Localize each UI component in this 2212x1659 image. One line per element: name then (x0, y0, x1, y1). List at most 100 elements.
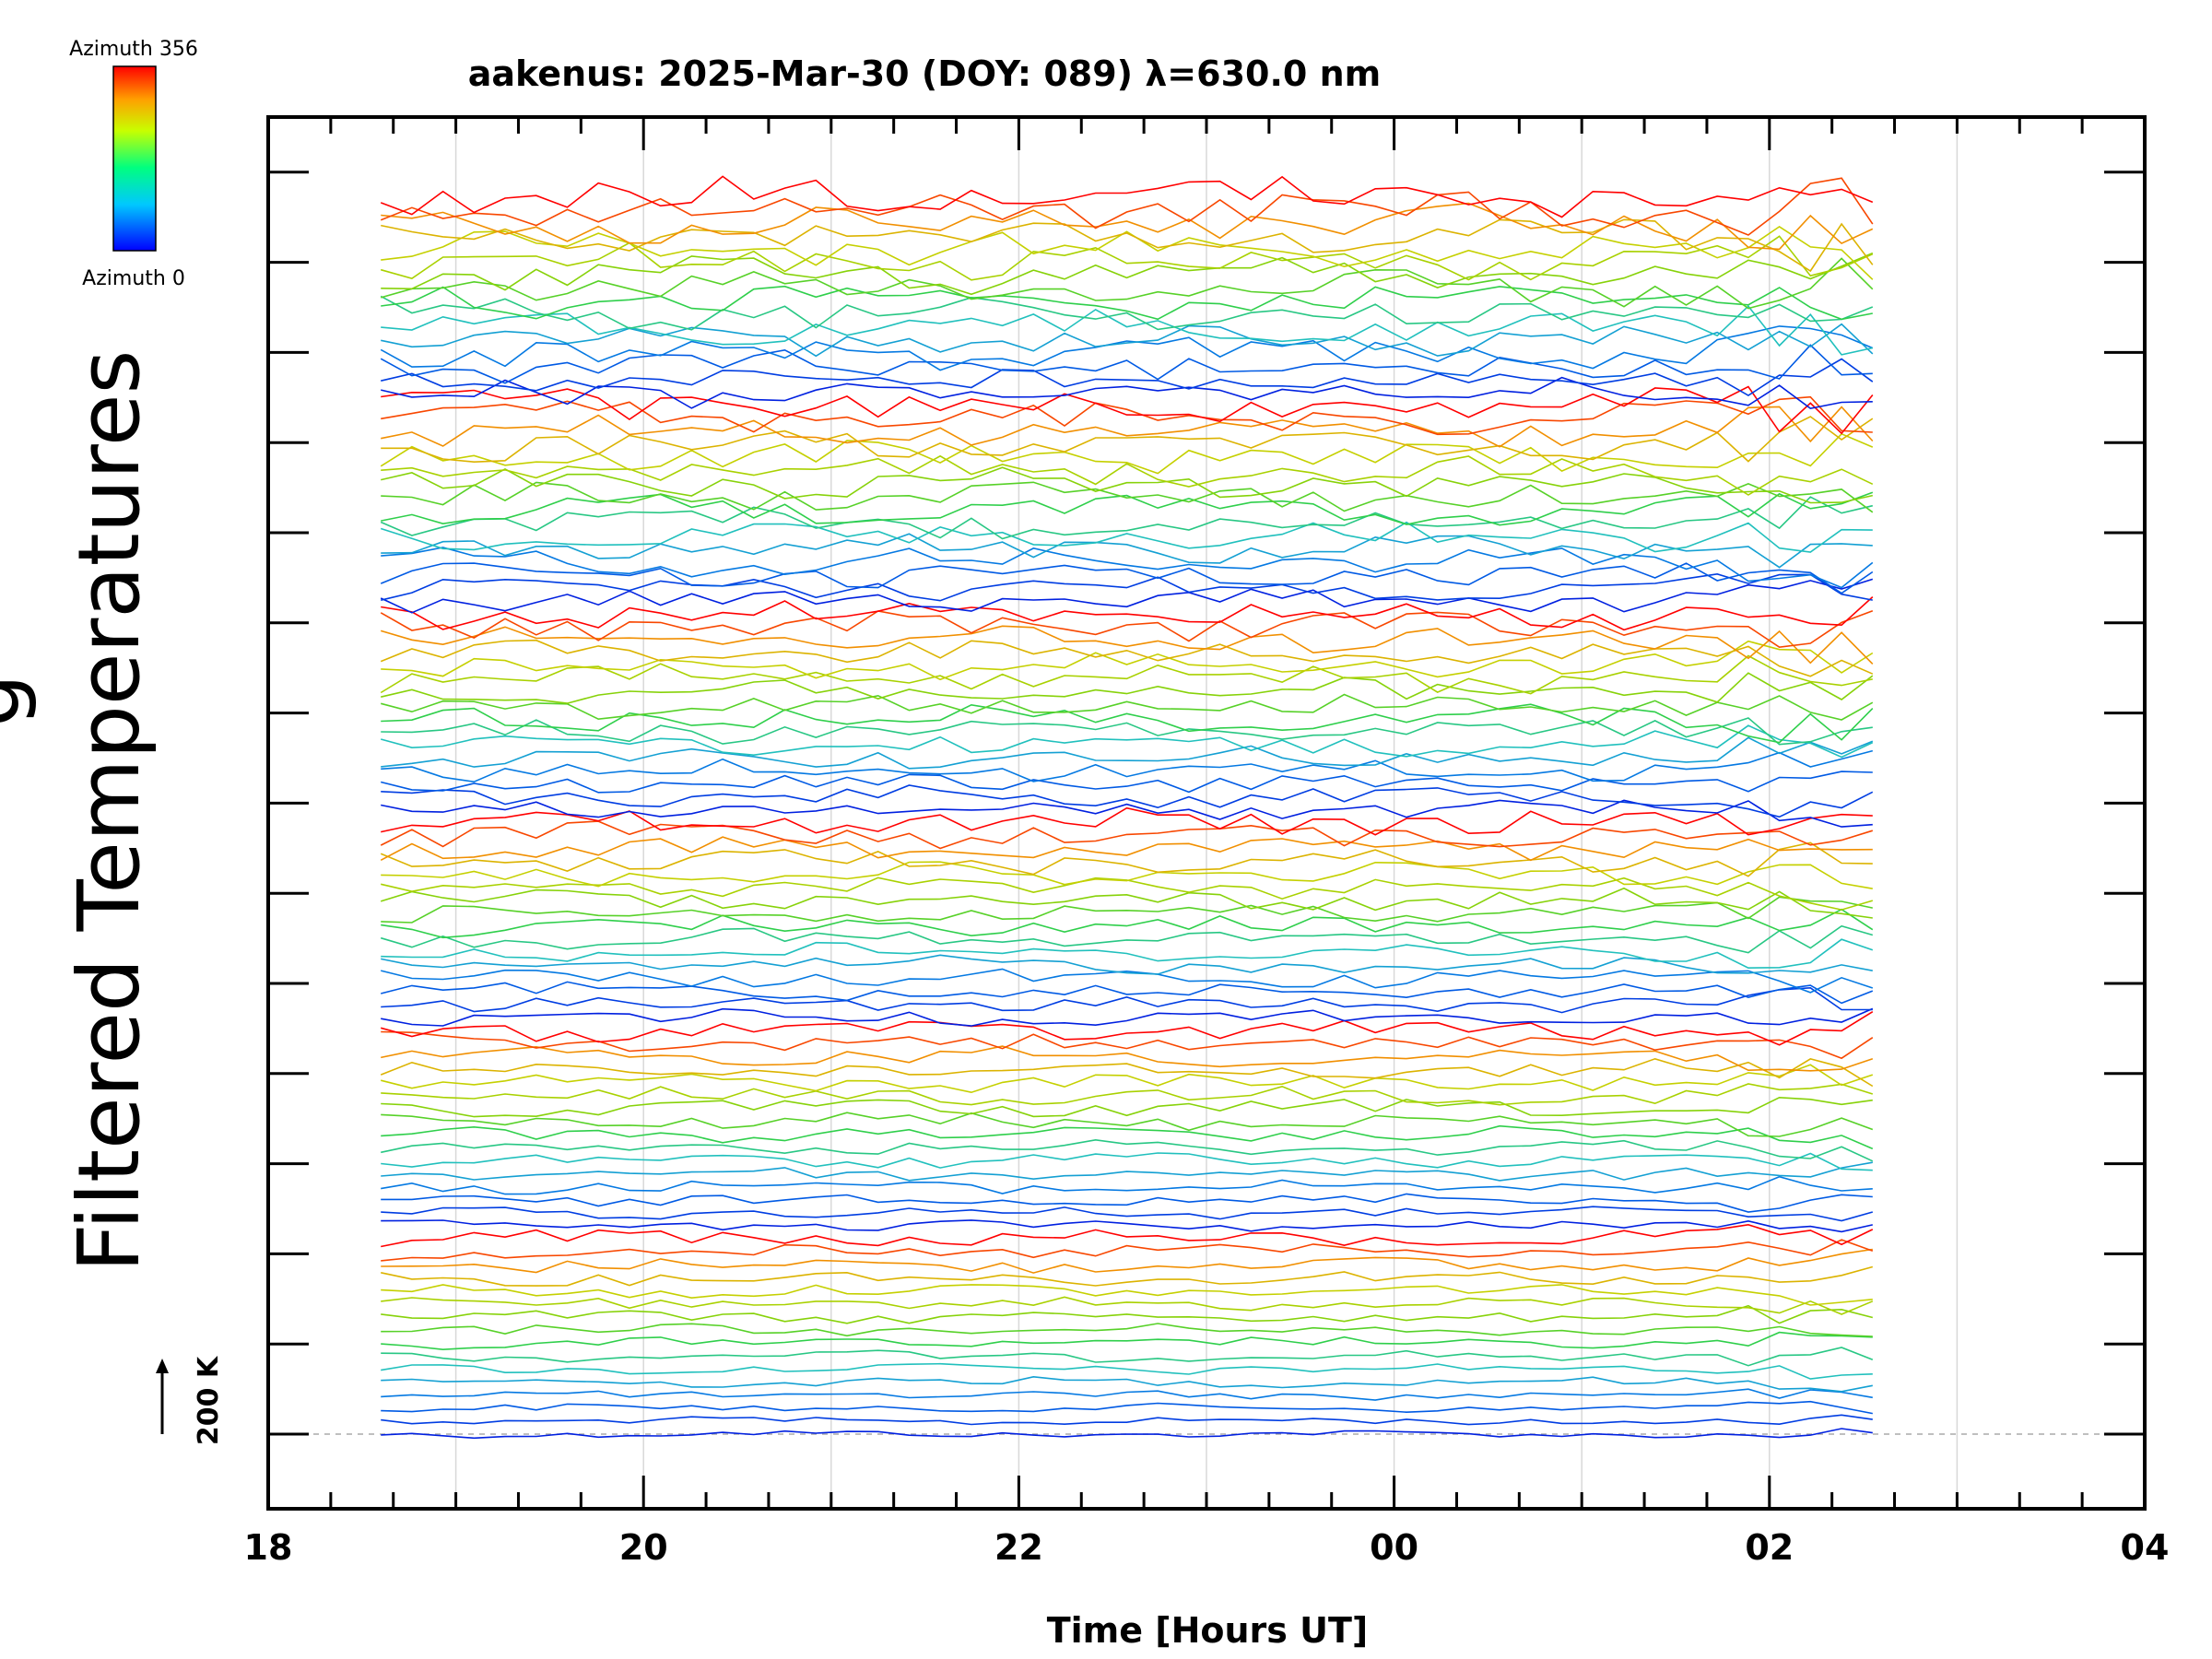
trace-line (381, 1400, 1873, 1415)
trace-line (381, 1388, 1873, 1401)
scale-bar-label: 200 K (193, 1355, 225, 1445)
trace-line (381, 1152, 1873, 1171)
x-ticks (266, 117, 2147, 1509)
trace-line (381, 968, 1874, 994)
trace-line (380, 175, 1874, 218)
trace-line (380, 562, 1874, 594)
trace-line (381, 358, 1874, 397)
trace-line (380, 177, 1874, 236)
trace-line (381, 481, 1874, 513)
trace-line (381, 202, 1874, 251)
trace-line (381, 416, 1874, 464)
y-axis-label-clipped: g (0, 674, 39, 727)
trace-line (381, 1304, 1874, 1324)
x-tick-label: 00 (1370, 1527, 1418, 1568)
trace-line (381, 861, 1873, 889)
trace-line (381, 784, 1874, 818)
trace-line (381, 896, 1873, 924)
trace-line (381, 406, 1874, 448)
trace-line (381, 1239, 1874, 1262)
x-tick-label: 22 (994, 1527, 1043, 1568)
colorbar-top-label: Azimuth 356 (69, 38, 198, 61)
trace-line (381, 1064, 1874, 1094)
trace-line (381, 1323, 1873, 1337)
trace-line (381, 749, 1874, 783)
trace-line (381, 1206, 1874, 1222)
trace-line (381, 908, 1874, 939)
trace-line (380, 841, 1873, 877)
trace-line (381, 1362, 1873, 1380)
trace-line (381, 252, 1874, 296)
trace-line (381, 218, 1874, 273)
trace-line (381, 799, 1873, 828)
trace-line (381, 1428, 1873, 1440)
trace-line (381, 1124, 1874, 1150)
trace-line (380, 295, 1874, 331)
trace-line (380, 1011, 1874, 1046)
trace-line (381, 376, 1873, 410)
trace-line (381, 1219, 1873, 1233)
trace-line (381, 1175, 1873, 1195)
trace-line (381, 672, 1874, 704)
trace-line (380, 820, 1874, 850)
trace-line (381, 1414, 1873, 1426)
trace-line (381, 1030, 1874, 1060)
trace-line (380, 432, 1874, 475)
x-tick-labels: 18 20 22 00 02 04 (244, 1527, 2170, 1568)
trace-line (381, 1096, 1873, 1118)
trace-line (381, 954, 1873, 975)
trace-line (381, 1265, 1874, 1287)
colorbar-gradient (112, 65, 157, 252)
x-axis-label: Time [Hours UT] (1047, 1610, 1369, 1651)
trace-line (380, 654, 1873, 695)
trace-line (381, 986, 1873, 1014)
trace-line (380, 257, 1874, 310)
y-ticks (268, 171, 2145, 1436)
trace-line (380, 693, 1874, 721)
trace-line (380, 887, 1873, 919)
trace-line (380, 625, 1874, 665)
scale-bar: 200 K (156, 1355, 225, 1445)
trace-line (381, 1112, 1874, 1137)
trace-line (381, 1296, 1874, 1315)
trace-line (381, 717, 1873, 746)
trace-line (381, 596, 1874, 631)
trace-line (381, 572, 1873, 602)
trace-line (380, 724, 1874, 759)
trace-line (381, 466, 1873, 504)
trace-line (380, 325, 1874, 371)
trace-line (381, 981, 1874, 1005)
trace-line (381, 1248, 1873, 1274)
trace-line (381, 1284, 1873, 1306)
trace-line (381, 736, 1874, 770)
trace-line (381, 1007, 1874, 1027)
trace-line (380, 1057, 1874, 1088)
x-tick-label: 18 (244, 1527, 293, 1568)
trace-line (381, 533, 1873, 569)
trace-line (381, 1045, 1874, 1072)
trace-line (381, 1375, 1873, 1393)
x-tick-label: 02 (1745, 1527, 1794, 1568)
trace-line (381, 1138, 1874, 1162)
trace-line (381, 491, 1874, 526)
trace-line (380, 924, 1874, 954)
trace-line (381, 323, 1874, 358)
colorbar: Azimuth 356 Azimuth 0 (69, 38, 198, 290)
trace-line (381, 640, 1874, 681)
trace-line (381, 225, 1874, 280)
trace-line (381, 1347, 1874, 1367)
y-axis-label: Filtered Temperatures (60, 350, 159, 1273)
chart-title: aakenus: 2025-Mar-30 (DOY: 089) λ=630.0 … (468, 53, 1381, 94)
trace-line (381, 547, 1874, 589)
trace-line (381, 395, 1873, 436)
trace-line (380, 836, 1873, 862)
trace-line (381, 703, 1874, 744)
trace-line (381, 385, 1874, 435)
x-tick-label: 04 (2121, 1527, 2170, 1568)
trace-line (381, 938, 1874, 970)
trace-line (380, 344, 1873, 384)
scale-bar-arrow (156, 1359, 169, 1373)
trace-line (380, 639, 1874, 677)
trace-line (381, 1223, 1874, 1248)
